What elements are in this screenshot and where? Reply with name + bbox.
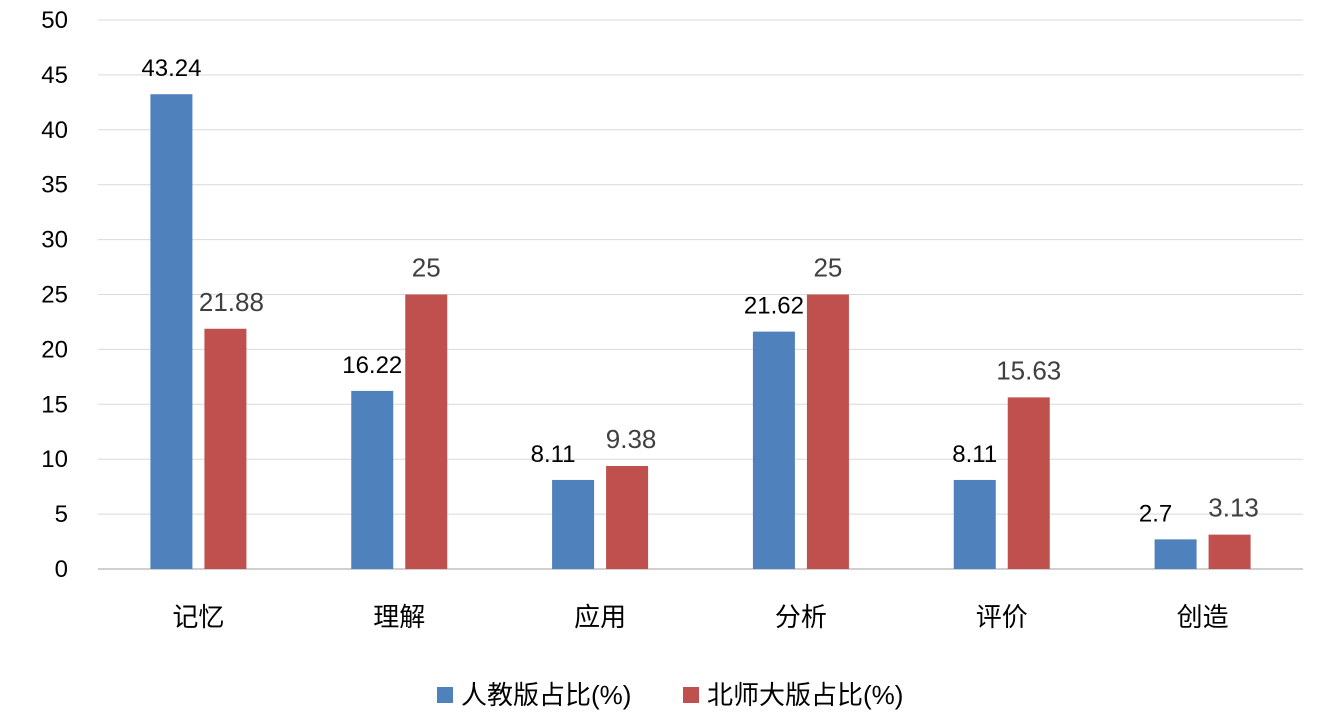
gridlines (98, 19, 1303, 570)
bar-series-b (606, 466, 649, 569)
data-label: 21.88 (199, 287, 264, 317)
bar-series-b (405, 294, 448, 569)
bar-series-a (752, 331, 795, 569)
bar-series-b (806, 294, 849, 569)
legend-label: 北师大版占比(%) (707, 680, 903, 710)
y-axis: 0 5 10 15 20 25 30 35 40 45 50 (41, 7, 68, 583)
x-tick-label: 评价 (976, 602, 1028, 632)
data-label: 25 (813, 253, 842, 283)
y-tick-label: 10 (41, 446, 68, 473)
data-label: 16.22 (342, 352, 402, 379)
bar-series-a (953, 479, 996, 569)
bar-series-b (1208, 534, 1251, 569)
data-label: 43.24 (141, 55, 201, 82)
x-tick-label: 记忆 (172, 602, 224, 632)
bar-series-a (351, 390, 394, 569)
x-tick-label: 创造 (1177, 602, 1229, 632)
y-tick-label: 5 (55, 501, 68, 528)
data-label: 8.11 (531, 441, 576, 468)
bar-series-a (1154, 539, 1197, 569)
legend-label: 人教版占比(%) (461, 680, 631, 710)
x-tick-label: 分析 (775, 602, 827, 632)
data-label: 25 (412, 253, 441, 283)
y-tick-label: 50 (41, 7, 68, 34)
legend-swatch (683, 687, 699, 703)
x-tick-label: 理解 (373, 602, 425, 632)
data-labels: 43.24 21.88 16.22 25 8.11 9.38 21.62 25 8.11 15.6… (141, 55, 1259, 527)
bar-series-a (552, 479, 595, 569)
bar-series-b (204, 328, 247, 569)
y-tick-label: 45 (41, 62, 68, 89)
bar-series-b (1007, 397, 1050, 569)
data-label: 3.13 (1208, 493, 1259, 523)
y-tick-label: 15 (41, 391, 68, 418)
data-label: 2.7 (1139, 500, 1172, 527)
y-tick-label: 35 (41, 172, 68, 199)
data-label: 9.38 (606, 424, 657, 454)
data-label: 21.62 (744, 293, 804, 320)
x-axis: 记忆 理解 应用 分析 评价 创造 (172, 602, 1228, 632)
y-tick-label: 30 (41, 227, 68, 254)
bar-series-a (150, 94, 193, 570)
bars (150, 94, 1251, 570)
data-label: 15.63 (996, 355, 1061, 385)
data-label: 8.11 (952, 441, 997, 468)
legend: 人教版占比(%) 北师大版占比(%) (437, 680, 903, 710)
legend-swatch (437, 687, 453, 703)
y-tick-label: 20 (41, 336, 68, 363)
y-tick-label: 0 (55, 556, 68, 583)
y-tick-label: 40 (41, 117, 68, 144)
x-tick-label: 应用 (574, 602, 626, 632)
y-tick-label: 25 (41, 282, 68, 309)
